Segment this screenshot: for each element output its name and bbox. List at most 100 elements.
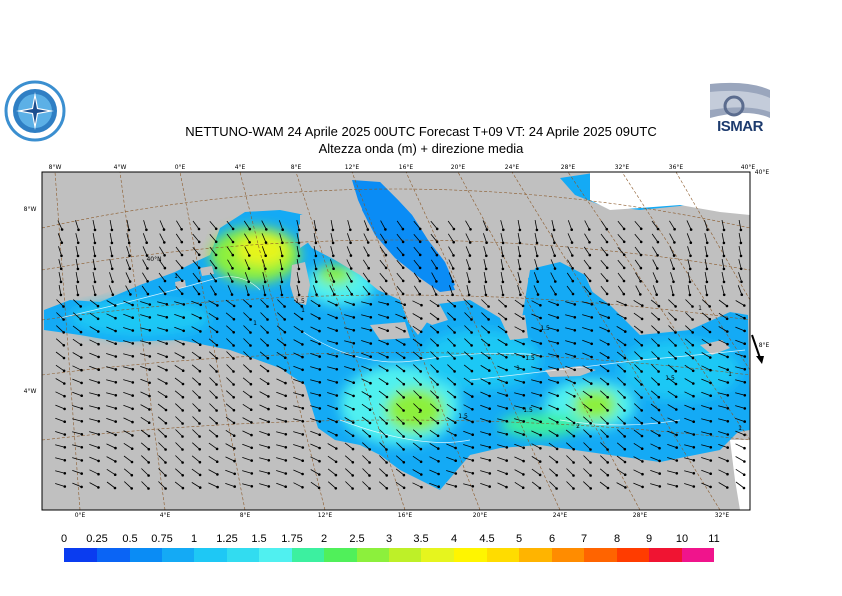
map-title: NETTUNO-WAM 24 Aprile 2025 00UTC Forecas…: [185, 124, 657, 139]
direction-arrow: [650, 390, 660, 398]
direction-arrow: [583, 272, 591, 282]
direction-arrowhead: [331, 241, 335, 245]
direction-arrowhead: [111, 293, 115, 297]
direction-arrowhead: [470, 331, 473, 334]
direction-arrowhead: [130, 487, 134, 490]
top-axis-label: 8°W: [49, 164, 62, 171]
direction-arrowhead: [197, 240, 201, 244]
direction-arrowhead: [335, 381, 339, 384]
direction-arrowhead: [180, 266, 184, 270]
direction-arrowhead: [743, 420, 746, 423]
direction-arrowhead: [522, 381, 526, 384]
colorbar-label: 1: [190, 533, 198, 545]
direction-arrowhead: [536, 267, 539, 271]
direction-arrowhead: [726, 393, 730, 397]
direction-arrowhead: [589, 487, 592, 490]
direction-arrow: [344, 391, 354, 397]
direction-arrow: [514, 456, 524, 462]
direction-arrowhead: [743, 393, 747, 397]
direction-arrow: [72, 470, 82, 474]
direction-arrowhead: [79, 330, 83, 334]
direction-arrow: [72, 365, 82, 371]
direction-arrowhead: [722, 280, 726, 284]
direction-arrowhead: [590, 316, 594, 319]
direction-arrow: [310, 418, 320, 422]
direction-arrowhead: [349, 267, 353, 270]
direction-arrow: [497, 469, 507, 475]
direction-arrow: [616, 326, 626, 332]
direction-arrow: [361, 391, 371, 397]
direction-arrow: [514, 299, 524, 307]
direction-arrow: [208, 312, 218, 320]
colorbar-label: 1.75: [281, 533, 303, 545]
direction-arrow: [735, 353, 745, 357]
direction-arrow: [310, 430, 320, 436]
direction-arrow: [175, 416, 183, 424]
direction-arrow: [447, 364, 455, 372]
direction-arrow: [106, 418, 116, 422]
direction-arrowhead: [708, 343, 712, 347]
direction-arrowhead: [349, 254, 353, 257]
direction-arrow: [259, 457, 269, 461]
direction-arrowhead: [418, 227, 422, 231]
direction-arrow: [344, 340, 354, 344]
direction-arrow: [378, 339, 388, 345]
direction-arrow: [157, 340, 167, 344]
direction-arrowhead: [505, 381, 509, 385]
direction-arrowhead: [501, 254, 505, 258]
direction-arrow: [735, 456, 745, 462]
direction-arrow: [650, 470, 660, 474]
direction-arrowhead: [148, 316, 152, 319]
direction-arrowhead: [181, 435, 184, 438]
direction-arrow: [192, 220, 200, 230]
direction-arrowhead: [114, 316, 117, 320]
direction-arrow: [447, 351, 455, 359]
direction-arrow: [668, 325, 676, 333]
direction-arrowhead: [657, 383, 660, 386]
direction-arrowhead: [97, 406, 101, 410]
direction-arrowhead: [573, 355, 577, 358]
direction-arrowhead: [607, 329, 610, 333]
direction-arrowhead: [572, 421, 576, 425]
direction-arrow: [735, 405, 745, 409]
direction-arrowhead: [59, 267, 63, 271]
direction-arrow: [125, 285, 131, 295]
direction-arrow: [379, 285, 387, 295]
direction-arrowhead: [484, 280, 488, 284]
direction-arrow: [174, 481, 184, 489]
direction-arrow: [670, 285, 674, 295]
direction-arrow: [276, 378, 286, 384]
direction-arrowhead: [436, 383, 439, 386]
direction-arrowhead: [318, 433, 322, 437]
direction-arrow: [243, 299, 251, 307]
direction-arrowhead: [314, 280, 318, 284]
direction-arrowhead: [675, 484, 679, 488]
direction-arrow: [140, 366, 150, 370]
direction-arrow: [259, 377, 269, 385]
direction-arrow: [667, 404, 677, 410]
direction-arrowhead: [419, 343, 423, 347]
direction-arrowhead: [96, 304, 100, 308]
direction-arrowhead: [110, 241, 114, 245]
direction-arrowhead: [470, 382, 474, 386]
direction-arrowhead: [297, 280, 301, 284]
direction-arrowhead: [232, 395, 236, 399]
direction-arrow: [310, 379, 320, 383]
direction-arrow: [582, 365, 592, 371]
direction-arrow: [140, 429, 150, 437]
direction-arrow: [262, 272, 266, 282]
direction-arrowhead: [401, 266, 405, 270]
direction-arrow: [106, 339, 116, 345]
direction-arrow: [616, 482, 626, 488]
direction-arrowhead: [301, 472, 304, 476]
direction-arrowhead: [505, 419, 509, 423]
direction-arrowhead: [556, 329, 560, 332]
direction-arrow: [126, 246, 130, 256]
direction-arrowhead: [402, 422, 405, 425]
direction-arrow: [75, 233, 79, 243]
direction-arrow: [176, 220, 182, 230]
direction-arrow: [684, 391, 694, 397]
direction-arrowhead: [518, 254, 522, 258]
direction-arrow: [498, 299, 506, 307]
direction-arrowhead: [62, 305, 65, 308]
